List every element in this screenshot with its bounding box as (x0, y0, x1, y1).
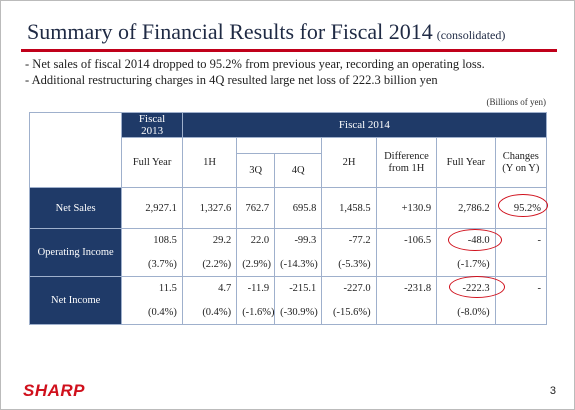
page-number: 3 (549, 385, 556, 397)
summary-bullets: - Net sales of fiscal 2014 dropped to 95… (25, 56, 485, 88)
table-cell: (-8.0%) (436, 300, 496, 325)
table-cell: (-5.3%) (321, 252, 377, 277)
row-label-operating-income: Operating Income (28, 228, 123, 277)
col-difference: Difference from 1H (375, 137, 438, 188)
financial-results-table: Fiscal 2013 Fiscal 2014 Full Year 1H 2H … (28, 112, 548, 325)
title-main: Summary of Financial Results for Fiscal … (27, 19, 433, 44)
table-cell: 4.7 (181, 276, 238, 301)
table-corner (28, 112, 123, 138)
table-cell: 22.0 (236, 228, 276, 253)
bullet-item: - Net sales of fiscal 2014 dropped to 95… (25, 57, 485, 71)
table-cell: (3.7%) (121, 252, 183, 277)
table-cell (375, 252, 438, 277)
title-underline (21, 49, 557, 52)
table-cell: 1,327.6 (181, 187, 238, 229)
units-note: (Billions of yen) (486, 97, 547, 107)
sharp-logo: SHARP (23, 381, 86, 400)
fiscal-2013-header: Fiscal 2013 (121, 112, 183, 138)
table-cell: 29.2 (181, 228, 238, 253)
table-cell (494, 300, 548, 325)
row-label-net-sales: Net Sales (28, 187, 123, 229)
table-cell: (2.9%) (236, 252, 276, 277)
table-cell (375, 300, 438, 325)
col-2h: 2H (321, 137, 377, 188)
table-cell: -11.9 (236, 276, 276, 301)
page-title: Summary of Financial Results for Fiscal … (27, 19, 505, 45)
table-row: (0.4%) (0.4%) (-1.6%) (-30.9%) (-15.6%) … (30, 300, 548, 325)
table-cell: -231.8 (375, 276, 438, 301)
table-cell: (-1.7%) (436, 252, 496, 277)
table-cell: (0.4%) (121, 300, 183, 325)
highlight-oval-net-income (449, 276, 505, 298)
table-cell: 11.5 (121, 276, 183, 301)
table-cell: -77.2 (321, 228, 377, 253)
table-cell: 108.5 (121, 228, 183, 253)
table-cell: (-15.6%) (321, 300, 377, 325)
table-cell: 695.8 (274, 187, 323, 229)
table-cell: (-1.6%) (236, 300, 276, 325)
table-cell (494, 252, 548, 277)
table-row: Net Income 11.5 4.7 -11.9 -215.1 -227.0 … (28, 276, 548, 325)
table-cell: - (494, 228, 548, 253)
bullet-item: - Additional restructuring charges in 4Q… (25, 73, 438, 87)
table-cell: -227.0 (321, 276, 377, 301)
highlight-oval-changes (498, 194, 548, 217)
table-cell: 762.7 (236, 187, 276, 229)
title-subtitle: (consolidated) (436, 28, 506, 42)
col-1h: 1H (181, 137, 238, 188)
col-4q: 4Q (274, 153, 323, 188)
table-cell: (2.2%) (181, 252, 238, 277)
col-changes: Changes (Y on Y) (494, 137, 548, 188)
col-full-year-2014: Full Year (436, 137, 496, 188)
table-cell: (-30.9%) (274, 300, 323, 325)
row-label-net-income: Net Income (28, 276, 123, 325)
table-cell: 1,458.5 (321, 187, 377, 229)
highlight-oval-operating-income (448, 229, 502, 251)
table-cell: (0.4%) (181, 300, 238, 325)
table-cell: 2,786.2 (436, 187, 496, 229)
col-3q: 3Q (236, 153, 276, 188)
table-cell: -99.3 (274, 228, 323, 253)
table-cell: -106.5 (375, 228, 438, 253)
fiscal-2014-header: Fiscal 2014 (181, 112, 548, 138)
table-row: Net Sales 2,927.1 1,327.6 762.7 695.8 1,… (28, 187, 548, 229)
table-cell: (-14.3%) (274, 252, 323, 277)
table-cell: +130.9 (375, 187, 438, 229)
table-cell: 2,927.1 (121, 187, 183, 229)
col-full-year-2013: Full Year (121, 137, 183, 188)
table-cell: -215.1 (274, 276, 323, 301)
